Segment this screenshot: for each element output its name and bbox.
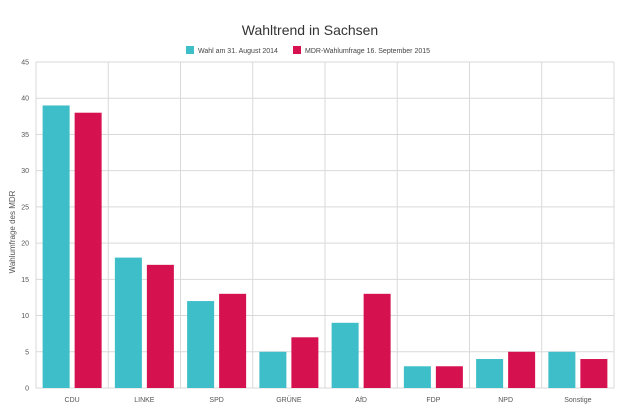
x-tick-label-cdu: CDU	[65, 397, 80, 404]
bar-sonstige-series-2[interactable]	[580, 359, 608, 388]
legend-item-2014[interactable]: Wahl am 31. August 2014	[186, 46, 278, 55]
legend-swatch-2014	[186, 46, 194, 54]
x-tick-label-gr-ne: GRÜNE	[276, 396, 302, 404]
bar-spd-series-2[interactable]	[219, 293, 247, 388]
bar-fdp-series-2[interactable]	[435, 366, 463, 388]
x-axis-ticks: CDU LINKE SPD GRÜNE AfD FDP NPD Sonstige	[65, 396, 592, 404]
bar-npd-series-1[interactable]	[476, 359, 504, 388]
legend: Wahl am 31. August 2014 MDR-Wahlumfrage …	[186, 46, 430, 55]
y-tick-label-5: 5	[25, 349, 29, 356]
grid	[35, 61, 615, 389]
bars	[42, 105, 608, 388]
bar-afd-series-2[interactable]	[363, 293, 391, 388]
x-tick-label-spd: SPD	[209, 397, 223, 404]
bar-linke-series-1[interactable]	[114, 257, 142, 388]
y-tick-label-30: 30	[21, 168, 29, 175]
legend-label-2015: MDR-Wahlumfrage 16. September 2015	[305, 48, 430, 55]
y-tick-label-10: 10	[21, 313, 29, 320]
x-tick-label-fdp: FDP	[426, 397, 440, 404]
bar-sonstige-series-1[interactable]	[548, 351, 576, 388]
x-tick-label-linke: LINKE	[134, 397, 155, 404]
bar-gr-ne-series-1[interactable]	[259, 351, 287, 388]
y-tick-label-45: 45	[21, 60, 29, 67]
bar-afd-series-1[interactable]	[331, 322, 359, 388]
legend-label-2014: Wahl am 31. August 2014	[198, 48, 278, 55]
x-tick-label-afd: AfD	[355, 397, 367, 404]
y-tick-label-40: 40	[21, 96, 29, 103]
y-axis-ticks: 0 5 10 15 20 25 30 35 40 45	[21, 60, 29, 393]
legend-item-2015[interactable]: MDR-Wahlumfrage 16. September 2015	[293, 46, 430, 55]
bar-npd-series-2[interactable]	[508, 351, 536, 388]
y-tick-label-25: 25	[21, 204, 29, 211]
y-axis-title: Wahlumfrage des MDR	[8, 190, 17, 273]
chart-title: Wahltrend in Sachsen	[242, 22, 378, 38]
bar-gr-ne-series-2[interactable]	[291, 337, 319, 388]
bar-fdp-series-1[interactable]	[403, 366, 431, 388]
y-tick-label-20: 20	[21, 241, 29, 248]
x-tick-label-npd: NPD	[498, 397, 513, 404]
bar-spd-series-1[interactable]	[187, 301, 215, 388]
y-tick-label-15: 15	[21, 277, 29, 284]
x-tick-label-sonstige: Sonstige	[564, 397, 591, 404]
y-tick-label-35: 35	[21, 132, 29, 139]
y-tick-label-0: 0	[25, 386, 29, 393]
bar-linke-series-2[interactable]	[146, 264, 174, 388]
bar-cdu-series-1[interactable]	[42, 105, 70, 388]
bar-cdu-series-2[interactable]	[74, 112, 102, 388]
legend-swatch-2015	[293, 46, 301, 54]
